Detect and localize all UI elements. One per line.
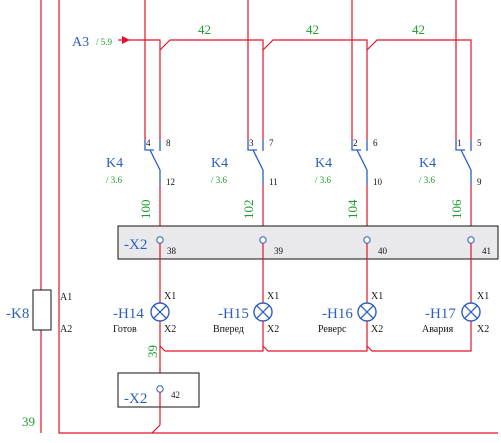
contact-ref: / 3.6 — [315, 175, 332, 185]
lamp-caption: Вперед — [213, 324, 244, 335]
contact-pin-out: 10 — [373, 177, 383, 187]
terminal-icon — [467, 236, 475, 244]
contact-k4-4[interactable]: 1 5 9 K4 / 3.6 106 — [419, 138, 482, 232]
contact-blade-icon — [460, 149, 472, 171]
terminal-42[interactable]: 42 — [151, 385, 180, 434]
contact-pin-a: 2 — [353, 138, 358, 148]
bus-wire-number-2: 42 — [306, 22, 319, 37]
lamp-pin-x1: X1 — [477, 291, 489, 302]
contact-pin-a: 1 — [457, 138, 462, 148]
contact-pin-out: 9 — [477, 177, 482, 187]
contact-pin-b: 8 — [166, 138, 171, 148]
contact-designation: K4 — [106, 156, 123, 171]
terminal-icon — [363, 236, 371, 244]
lamp-designation: -H16 — [322, 306, 353, 322]
lamp-h17[interactable]: X1 X2 -H17 Авария — [422, 259, 489, 335]
lamp-designation: -H17 — [425, 306, 456, 322]
contact-pin-a: 4 — [146, 138, 151, 148]
lamp-designation: -H14 — [113, 306, 144, 322]
contact-designation: K4 — [211, 156, 228, 171]
lamp-cross-icon — [153, 305, 167, 319]
bottom-wire-number: 39 — [22, 414, 35, 429]
bus-wire-2 — [262, 39, 368, 140]
lamp-pin-x2: X2 — [477, 324, 489, 335]
lamp-pin-x1: X1 — [164, 291, 176, 302]
contact-pin-b: 7 — [269, 138, 274, 148]
lamp-h16[interactable]: X1 X2 -H16 Реверс — [318, 259, 383, 335]
contact-pin-b: 5 — [477, 138, 482, 148]
contact-designation: K4 — [419, 156, 436, 171]
lamp-pin-x1: X1 — [267, 291, 279, 302]
relay-pin-bottom: A2 — [60, 324, 72, 335]
terminal-41[interactable]: 41 — [467, 236, 491, 259]
contact-blade-icon — [356, 149, 368, 171]
terminal-40[interactable]: 40 — [363, 236, 388, 259]
branch-wire-number: 104 — [345, 199, 360, 219]
bottom-terminal-label: -X2 — [124, 391, 147, 407]
lamp-pin-x2: X2 — [371, 324, 383, 335]
contact-pin-a: 3 — [249, 138, 254, 148]
return-wire-3 — [366, 321, 472, 352]
terminal-number: 40 — [378, 246, 388, 256]
contact-pin-out: 12 — [166, 177, 175, 187]
return-wire-number: 39 — [145, 345, 160, 358]
bus-wire-3 — [366, 39, 472, 140]
contact-blade-icon — [252, 149, 264, 171]
branch-wire-number: 102 — [241, 200, 256, 220]
ref-wire — [118, 39, 161, 140]
reference-page: / 5.9 — [96, 37, 113, 47]
return-wire-1 — [159, 321, 264, 352]
lamp-h14[interactable]: X1 X2 -H14 Готов — [113, 259, 176, 335]
lamp-pin-x2: X2 — [164, 324, 176, 335]
contact-stub-icon — [351, 140, 361, 151]
lamp-caption: Реверс — [318, 324, 347, 335]
terminal-icon — [156, 385, 164, 393]
return-bus-wire — [58, 0, 498, 434]
bus-wire-number-1: 42 — [198, 22, 211, 37]
contact-ref: / 3.6 — [419, 175, 436, 185]
lamp-pin-x2: X2 — [267, 324, 279, 335]
terminal-number: 39 — [274, 246, 284, 256]
contact-ref: / 3.6 — [106, 175, 123, 185]
relay-pin-top: A1 — [60, 292, 72, 303]
bus-wire-1 — [159, 39, 264, 140]
terminal-join-wire — [151, 424, 161, 434]
contact-designation: K4 — [315, 156, 332, 171]
lamp-cross-icon — [256, 305, 270, 319]
lamp-caption: Готов — [113, 324, 137, 335]
terminal-38[interactable]: 38 — [156, 236, 177, 259]
contact-stub-icon — [247, 140, 257, 151]
lamp-h15[interactable]: X1 X2 -H15 Вперед — [213, 259, 279, 335]
return-wire-2 — [262, 321, 368, 352]
terminal-number: 38 — [167, 246, 177, 256]
lamp-pin-x1: X1 — [371, 291, 383, 302]
relay-coil-icon[interactable] — [32, 289, 52, 331]
terminal-strip-box — [117, 225, 499, 260]
contact-k4-2[interactable]: 3 7 11 K4 / 3.6 102 — [211, 138, 278, 232]
bus-wire-number-3: 42 — [412, 22, 425, 37]
contact-ref: / 3.6 — [211, 175, 228, 185]
relay-designation: -K8 — [6, 306, 29, 322]
terminal-strip-label: -X2 — [124, 237, 147, 253]
lamp-cross-icon — [360, 305, 374, 319]
contact-stub-icon — [144, 140, 154, 151]
contact-stub-icon — [455, 140, 465, 151]
contact-pin-out: 11 — [269, 177, 278, 187]
terminal-icon — [259, 236, 267, 244]
lamp-cross-icon — [464, 305, 478, 319]
terminal-39[interactable]: 39 — [259, 236, 284, 259]
branch-wire-number: 100 — [138, 200, 153, 220]
lamp-caption: Авария — [422, 324, 454, 335]
reference-label: A3 — [72, 35, 89, 50]
contact-k4-3[interactable]: 2 6 10 K4 / 3.6 104 — [315, 138, 383, 232]
lamp-designation: -H15 — [218, 306, 249, 322]
contact-pin-b: 6 — [373, 138, 378, 148]
contact-k4-1[interactable]: 4 8 12 K4 / 3.6 100 — [106, 138, 175, 232]
terminal-number: 41 — [482, 246, 491, 256]
terminal-number: 42 — [171, 390, 180, 400]
terminal-icon — [156, 236, 164, 244]
contact-blade-icon — [149, 149, 161, 171]
branch-wire-number: 106 — [449, 199, 464, 219]
